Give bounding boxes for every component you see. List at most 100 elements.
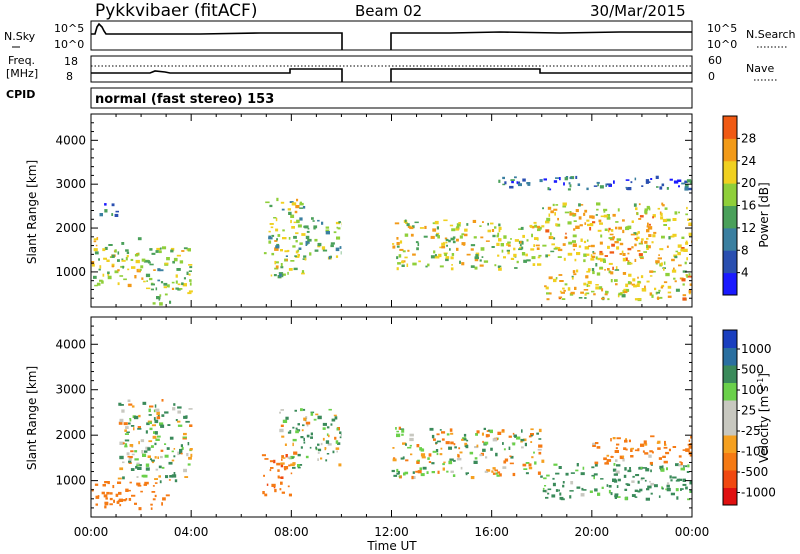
- echo-cell: [114, 213, 119, 217]
- echo-cell: [317, 415, 322, 420]
- echo-cell: [317, 458, 319, 461]
- echo-cell: [573, 273, 577, 276]
- echo-cell: [567, 221, 572, 225]
- colorbar-segment: [723, 452, 737, 471]
- echo-cell: [433, 438, 436, 441]
- echo-cell: [448, 239, 451, 243]
- echo-cell: [271, 234, 275, 237]
- echo-cell: [269, 204, 273, 208]
- echo-cell: [525, 253, 528, 257]
- echo-cell: [544, 285, 547, 288]
- echo-cell: [147, 455, 151, 458]
- echo-cell: [686, 206, 688, 210]
- echo-cell: [640, 240, 643, 244]
- echo-cell: [118, 498, 123, 502]
- date-label: 30/Mar/2015: [590, 2, 686, 20]
- echo-cell: [163, 286, 167, 289]
- echo-cell: [295, 205, 300, 209]
- echo-cell: [521, 252, 526, 256]
- echo-cell: [269, 223, 274, 225]
- echo-cell: [409, 226, 414, 230]
- velocity-colorbar-tick-label: -1000: [741, 486, 776, 500]
- echo-cell: [102, 484, 106, 487]
- echo-cell: [94, 251, 99, 255]
- echo-cell: [290, 472, 293, 475]
- echo-cell: [450, 470, 454, 473]
- echo-cell: [530, 434, 533, 437]
- echo-cell: [644, 285, 646, 289]
- echo-cell: [268, 240, 272, 244]
- colorbar-segment: [723, 347, 737, 366]
- echo-cell: [396, 433, 401, 438]
- echo-cell: [297, 453, 301, 457]
- echo-cell: [668, 227, 671, 230]
- echo-cell: [597, 182, 599, 187]
- echo-cell: [688, 439, 691, 442]
- echo-cell: [114, 249, 117, 253]
- echo-cell: [502, 466, 507, 469]
- echo-cell: [275, 265, 279, 269]
- echo-cell: [285, 259, 288, 261]
- echo-cell: [601, 288, 604, 292]
- echo-cell: [634, 298, 638, 301]
- echo-cell: [622, 229, 625, 234]
- echo-cell: [275, 261, 279, 264]
- echo-cell: [179, 451, 183, 455]
- echo-cell: [524, 442, 527, 447]
- echo-cell: [445, 256, 450, 259]
- echo-cell: [295, 232, 299, 235]
- echo-cell: [281, 208, 285, 211]
- echo-cell: [304, 257, 307, 261]
- echo-cell: [494, 226, 497, 229]
- echo-cell: [507, 244, 511, 247]
- echo-cell: [519, 247, 522, 249]
- echo-cell: [583, 212, 586, 216]
- echo-cell: [396, 468, 399, 473]
- echo-cell: [181, 282, 184, 286]
- echo-cell: [165, 494, 170, 497]
- echo-cell: [585, 275, 589, 279]
- echo-cell: [146, 280, 148, 282]
- echo-cell: [306, 434, 310, 438]
- echo-cell: [657, 440, 661, 444]
- echo-cell: [95, 495, 100, 499]
- velocity-label-end: ]: [757, 373, 771, 378]
- echo-cell: [98, 268, 101, 271]
- echo-cell: [665, 488, 667, 491]
- echo-cell: [279, 411, 281, 414]
- echo-cell: [157, 414, 160, 418]
- echo-cell: [608, 485, 612, 488]
- echo-cell: [131, 494, 136, 497]
- echo-cell: [688, 289, 692, 293]
- echo-cell: [656, 291, 660, 294]
- echo-cell: [452, 474, 456, 477]
- echo-cell: [296, 198, 299, 202]
- echo-cell: [317, 443, 320, 446]
- echo-cell: [450, 267, 454, 271]
- echo-cell: [658, 254, 660, 256]
- echo-cell: [678, 264, 682, 267]
- echo-cell: [677, 244, 682, 248]
- echo-cell: [280, 481, 283, 485]
- echo-cell: [686, 471, 690, 473]
- echo-cell: [179, 260, 184, 264]
- echo-cell: [608, 183, 612, 187]
- echo-cell: [617, 208, 620, 212]
- echo-cell: [106, 491, 110, 495]
- echo-cell: [127, 399, 131, 402]
- echo-cell: [630, 448, 633, 452]
- echo-cell: [151, 459, 155, 462]
- echo-cell: [664, 443, 667, 446]
- echo-cell: [134, 450, 138, 453]
- echo-cell: [310, 432, 313, 436]
- echo-cell: [137, 428, 142, 430]
- echo-cell: [151, 252, 156, 255]
- echo-cell: [562, 202, 567, 206]
- echo-cell: [125, 426, 129, 429]
- echo-cell: [448, 460, 453, 465]
- colorbar-segment: [723, 183, 737, 206]
- echo-cell: [185, 420, 190, 423]
- echo-cell: [670, 235, 675, 238]
- echo-cell: [568, 182, 571, 185]
- echo-cell: [128, 403, 133, 406]
